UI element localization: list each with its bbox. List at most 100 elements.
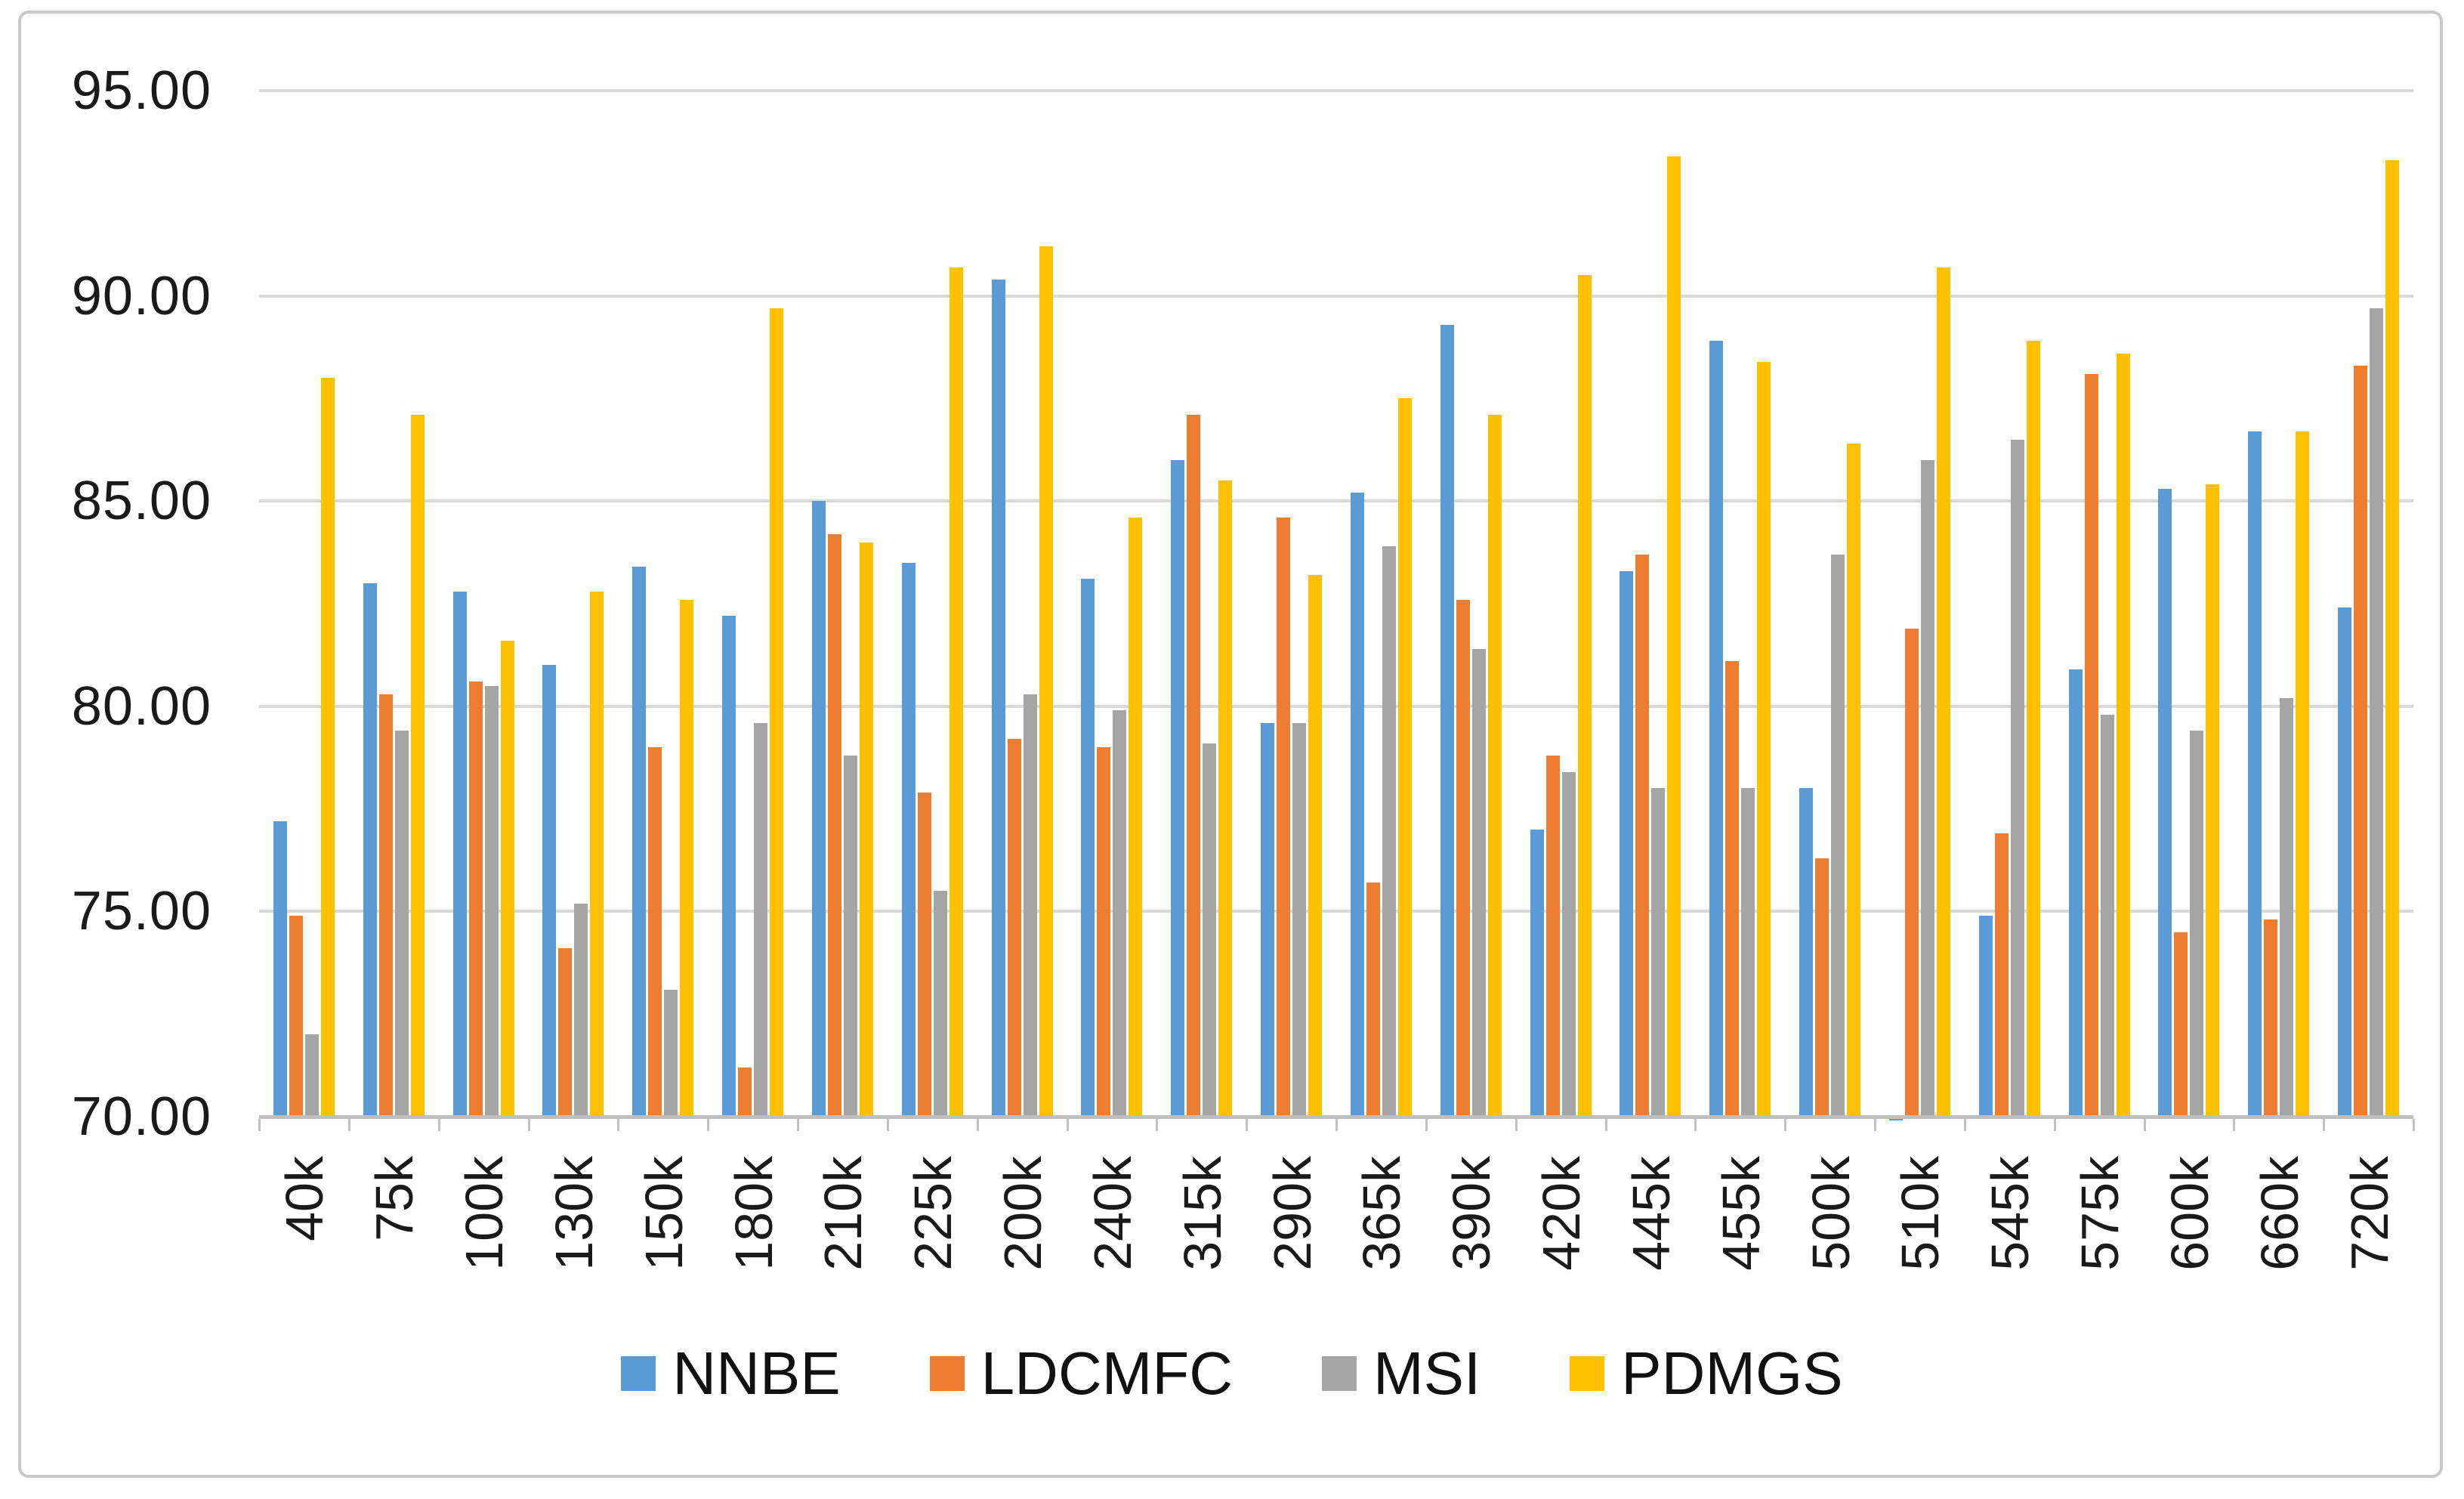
- bar-nnbe-40k: [273, 821, 287, 1117]
- bar-nnbe-660k: [2248, 431, 2262, 1117]
- bar-msi-660k: [2280, 697, 2294, 1117]
- bar-nnbe-455k: [1709, 341, 1724, 1117]
- x-axis-tick-mark: [1425, 1119, 1428, 1131]
- bar-ldcmfc-660k: [2264, 919, 2278, 1117]
- bar-nnbe-365k: [1350, 493, 1364, 1117]
- bar-nnbe-210k: [811, 501, 826, 1117]
- bar-ldcmfc-500k: [1815, 858, 1829, 1117]
- x-axis-category-label: 455k: [1711, 1156, 1771, 1271]
- bar-pdmgs-40k: [320, 378, 335, 1117]
- x-axis-category-label: 445k: [1621, 1156, 1681, 1271]
- x-axis-tick-mark: [976, 1119, 979, 1131]
- gridline: [259, 910, 2413, 913]
- bar-pdmgs-100k: [500, 640, 514, 1117]
- bar-ldcmfc-225k: [917, 792, 931, 1117]
- bar-msi-575k: [2100, 714, 2114, 1117]
- bar-pdmgs-200k: [1039, 246, 1053, 1117]
- bar-pdmgs-150k: [680, 599, 694, 1117]
- x-axis-tick-mark: [1246, 1119, 1249, 1131]
- bar-msi-720k: [2370, 308, 2384, 1117]
- bar-ldcmfc-130k: [558, 948, 573, 1117]
- bar-ldcmfc-180k: [738, 1067, 752, 1117]
- bar-pdmgs-445k: [1667, 156, 1681, 1117]
- bar-msi-315k: [1203, 743, 1217, 1117]
- bar-msi-240k: [1113, 710, 1127, 1117]
- y-axis-tick-label: 90.00: [71, 265, 212, 326]
- gridline: [259, 704, 2413, 708]
- legend-label: NNBE: [672, 1340, 841, 1407]
- x-axis-category-label: 500k: [1801, 1156, 1860, 1271]
- bar-nnbe-240k: [1081, 579, 1095, 1117]
- bar-pdmgs-315k: [1218, 481, 1233, 1117]
- x-axis-category-label: 720k: [2339, 1156, 2399, 1271]
- bar-nnbe-100k: [452, 591, 467, 1117]
- bar-msi-225k: [933, 891, 947, 1117]
- x-axis-category-label: 240k: [1082, 1156, 1142, 1271]
- bar-ldcmfc-290k: [1277, 517, 1291, 1117]
- y-axis-tick-label: 70.00: [71, 1086, 212, 1147]
- x-axis-tick-mark: [437, 1119, 440, 1131]
- legend-label: MSI: [1373, 1340, 1481, 1407]
- x-axis-category-label: 210k: [814, 1156, 873, 1271]
- x-axis-tick-mark: [347, 1119, 350, 1131]
- gridline: [259, 89, 2413, 92]
- x-axis-tick-mark: [1963, 1119, 1966, 1131]
- bar-nnbe-545k: [1978, 915, 1993, 1117]
- legend-swatch-msi: [1322, 1356, 1357, 1391]
- x-axis-tick-mark: [1784, 1119, 1787, 1131]
- bar-ldcmfc-200k: [1007, 739, 1021, 1117]
- x-axis-category-label: 290k: [1262, 1156, 1322, 1271]
- y-axis-tick-label: 95.00: [71, 60, 212, 121]
- x-axis-tick-mark: [1694, 1119, 1697, 1131]
- x-axis-category-label: 150k: [634, 1156, 693, 1271]
- bar-msi-130k: [574, 903, 588, 1117]
- bar-ldcmfc-150k: [648, 747, 662, 1117]
- legend-swatch-nnbe: [621, 1356, 656, 1391]
- x-axis-category-label: 315k: [1172, 1156, 1232, 1271]
- legend-label: LDCMFC: [980, 1340, 1233, 1407]
- y-axis-tick-label: 80.00: [71, 675, 212, 737]
- bar-msi-390k: [1471, 648, 1486, 1117]
- bar-pdmgs-545k: [2026, 341, 2040, 1117]
- bar-ldcmfc-455k: [1725, 661, 1740, 1117]
- bar-ldcmfc-390k: [1456, 599, 1470, 1117]
- gridline: [259, 294, 2413, 298]
- bar-nnbe-420k: [1530, 829, 1544, 1117]
- x-axis-line: [259, 1115, 2413, 1119]
- bar-ldcmfc-315k: [1187, 415, 1201, 1117]
- x-axis-category-label: 420k: [1532, 1156, 1592, 1271]
- bar-pdmgs-455k: [1757, 361, 1771, 1117]
- bar-pdmgs-180k: [770, 308, 784, 1117]
- bar-msi-100k: [484, 685, 499, 1117]
- bar-msi-445k: [1651, 788, 1666, 1117]
- bar-ldcmfc-545k: [1994, 833, 2009, 1117]
- legend-item-msi: MSI: [1322, 1342, 1481, 1405]
- x-axis-tick-mark: [886, 1119, 889, 1131]
- bar-ldcmfc-575k: [2084, 373, 2098, 1117]
- x-axis-tick-mark: [1604, 1119, 1607, 1131]
- x-axis-category-label: 75k: [365, 1156, 425, 1241]
- bar-pdmgs-240k: [1129, 517, 1143, 1117]
- bar-msi-600k: [2190, 731, 2204, 1117]
- bar-msi-365k: [1382, 546, 1396, 1117]
- y-axis-tick-label: 75.00: [71, 881, 212, 942]
- bar-msi-40k: [304, 1034, 319, 1117]
- x-axis-category-label: 600k: [2160, 1156, 2219, 1271]
- x-axis-tick-mark: [797, 1119, 799, 1131]
- x-axis-tick-mark: [2413, 1119, 2415, 1131]
- bar-nnbe-575k: [2068, 669, 2083, 1117]
- x-axis-tick-mark: [2053, 1119, 2056, 1131]
- bar-nnbe-600k: [2158, 488, 2172, 1117]
- x-axis-tick-mark: [617, 1119, 620, 1131]
- bar-pdmgs-210k: [859, 542, 873, 1117]
- x-axis-category-label: 200k: [993, 1156, 1053, 1271]
- bar-pdmgs-365k: [1397, 398, 1412, 1117]
- x-axis-tick-mark: [527, 1119, 530, 1131]
- bar-pdmgs-130k: [590, 591, 604, 1117]
- bar-pdmgs-600k: [2206, 484, 2220, 1117]
- bar-pdmgs-500k: [1847, 444, 1861, 1117]
- x-axis-tick-mark: [1335, 1119, 1338, 1131]
- x-axis-tick-mark: [258, 1119, 261, 1131]
